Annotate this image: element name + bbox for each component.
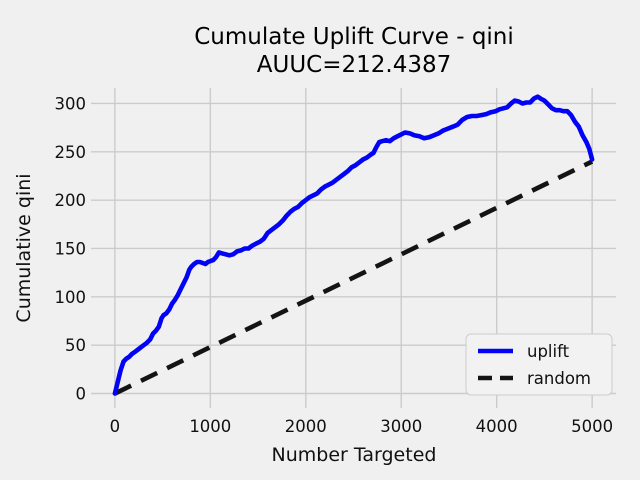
y-tick-label: 100	[55, 288, 87, 307]
legend-uplift-label: uplift	[527, 342, 570, 361]
y-tick-label: 150	[55, 239, 87, 258]
x-tick-labels: 0 1000 2000 3000 4000 5000	[110, 417, 614, 436]
uplift-line	[112, 94, 595, 396]
y-tick-labels: 0 50 100 150 200 250 300	[55, 94, 87, 403]
y-tick-label: 250	[55, 143, 87, 162]
x-axis-label: Number Targeted	[272, 444, 437, 466]
legend: uplift random	[465, 333, 613, 396]
x-tick-label: 1000	[189, 417, 231, 436]
y-tick-label: 50	[65, 336, 86, 355]
x-tick-label: 2000	[285, 417, 327, 436]
y-tick-label: 200	[55, 191, 87, 210]
legend-random-label: random	[527, 369, 591, 388]
x-tick-label: 3000	[380, 417, 422, 436]
y-axis-label: Cumulative qini	[13, 173, 35, 322]
x-tick-label: 4000	[476, 417, 518, 436]
x-tick-label: 5000	[571, 417, 613, 436]
x-tick-label: 0	[110, 417, 121, 436]
random-line	[113, 159, 594, 396]
chart-title-line1: Cumulate Uplift Curve - qini	[194, 24, 514, 50]
y-tick-label: 300	[55, 94, 87, 113]
y-tick-label: 0	[76, 384, 87, 403]
plot-series	[112, 94, 595, 396]
chart-title-line2: AUUC=212.4387	[257, 52, 451, 78]
